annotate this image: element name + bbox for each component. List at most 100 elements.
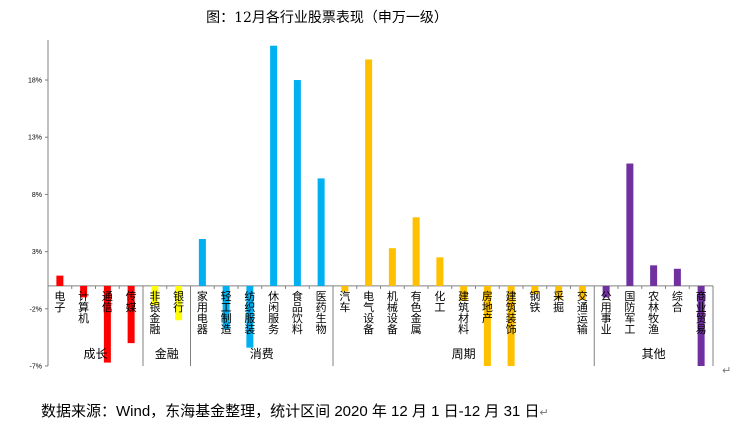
bar	[151, 285, 159, 306]
x-category-label-char: 制	[221, 312, 232, 325]
x-category-label-char: 设	[363, 312, 374, 325]
x-category-label-char: 银	[173, 289, 184, 303]
x-category-label-char: 织	[244, 301, 255, 314]
x-category-label-char: 器	[197, 323, 208, 336]
y-tick-label: -7%	[30, 364, 42, 371]
x-category-label-char: 饰	[506, 322, 517, 336]
x-category-label-char: 备	[387, 322, 398, 336]
x-category-label-char: 筑	[458, 300, 469, 314]
bar	[412, 217, 420, 286]
x-category-label-char: 料	[458, 322, 469, 336]
bar	[293, 80, 301, 286]
x-category-label-char: 行	[173, 301, 184, 314]
group-label: 消费	[250, 347, 274, 361]
x-category-label-char: 工	[221, 301, 232, 314]
x-category-label-char: 算	[78, 300, 89, 314]
x-category-label-char: 输	[577, 322, 588, 336]
bar	[175, 285, 183, 321]
bar	[626, 163, 634, 286]
x-category-label-char: 融	[149, 323, 160, 336]
bar	[531, 285, 539, 294]
x-category-label-char: 用	[601, 301, 612, 314]
x-category-label-char: 筑	[506, 300, 517, 314]
x-category-label-char: 医	[316, 290, 327, 303]
x-category-label-char: 地	[482, 301, 493, 314]
x-category-label-char: 非	[149, 290, 160, 303]
y-tick-label: 3%	[32, 249, 42, 256]
x-category-label-char: 装	[506, 312, 517, 325]
x-category-label-char: 机	[78, 311, 89, 325]
x-category-label-char: 服	[268, 312, 279, 325]
y-tick-label: 13%	[28, 135, 42, 142]
x-category-label-char: 务	[268, 323, 279, 336]
x-category-label-char: 电	[54, 290, 65, 303]
bar	[341, 285, 349, 292]
x-category-label-char: 气	[363, 300, 374, 314]
x-category-label-char: 物	[316, 322, 327, 336]
x-category-label-char: 汽	[339, 289, 350, 303]
x-category-label-char: 品	[292, 301, 303, 314]
bar	[673, 268, 681, 286]
x-category-label-char: 防	[624, 300, 635, 314]
source-paragraph-mark: ↵	[539, 407, 549, 419]
source-text: 数据来源：Wind，东海基金整理，统计区间 2020 年 12 月 1 日-12…	[41, 403, 540, 420]
bar	[555, 285, 563, 300]
group-label: 周期	[452, 347, 476, 361]
source-note: 数据来源：Wind，东海基金整理，统计区间 2020 年 12 月 1 日-12…	[41, 400, 549, 421]
x-category-label-char: 产	[482, 311, 493, 325]
x-category-label-char: 易	[696, 323, 707, 336]
x-category-label-char: 金	[411, 311, 422, 325]
x-category-label-char: 造	[221, 322, 232, 336]
x-category-label-char: 媒	[126, 301, 137, 314]
x-category-label-char: 装	[244, 323, 255, 336]
bar	[270, 45, 278, 286]
x-category-label-char: 材	[458, 311, 469, 325]
x-category-label-char: 采	[553, 290, 564, 303]
x-category-label-char: 铁	[529, 301, 540, 314]
x-category-label-char: 休	[268, 290, 279, 303]
x-category-label-char: 交	[577, 289, 588, 303]
x-category-label-char: 工	[434, 301, 445, 314]
bar	[56, 275, 64, 286]
bar	[103, 285, 111, 363]
x-category-label-char: 业	[696, 301, 707, 314]
x-category-label-char: 信	[102, 301, 113, 314]
x-category-label-char: 计	[78, 290, 89, 303]
x-category-label-char: 通	[577, 301, 588, 314]
x-category-label-char: 通	[102, 290, 113, 303]
x-category-label-char: 综	[672, 289, 683, 303]
x-category-label-char: 房	[482, 290, 493, 303]
x-category-label-char: 电	[197, 312, 208, 325]
x-category-label-char: 属	[411, 323, 422, 336]
bar	[578, 285, 586, 300]
bar	[80, 285, 88, 298]
x-category-label-char: 设	[387, 312, 398, 325]
x-category-label-char: 农	[648, 289, 659, 303]
bar	[222, 285, 230, 330]
x-category-label-char: 车	[339, 300, 350, 314]
bars-layer	[56, 45, 705, 366]
bar	[317, 178, 325, 286]
x-category-label-char: 备	[363, 322, 374, 336]
x-category-label-char: 牧	[648, 311, 659, 325]
x-category-label-char: 合	[672, 300, 683, 314]
x-category-label-char: 运	[577, 312, 588, 325]
paragraph-mark: ↵	[722, 364, 731, 377]
x-category-label-char: 电	[363, 290, 374, 303]
x-category-label-char: 用	[197, 301, 208, 314]
x-category-label-char: 生	[316, 311, 327, 325]
x-category-label-char: 公	[601, 290, 612, 303]
x-category-label-char: 饮	[292, 312, 303, 325]
bar	[436, 257, 444, 286]
x-category-label-char: 事	[601, 312, 612, 325]
chart-title: 图：12月各行业股票表现（申万一级）	[206, 10, 448, 26]
bar	[127, 285, 135, 344]
chart: 图：12月各行业股票表现（申万一级） -7%-2%3%8%13%18% 电子计算…	[28, 10, 731, 377]
bar	[460, 285, 468, 301]
x-category-label-char: 金	[149, 311, 160, 325]
x-category-label-char: 机	[387, 289, 398, 303]
x-category-label-char: 钢	[529, 290, 540, 303]
x-category-label-char: 色	[411, 300, 422, 314]
x-category-label-char: 轻	[221, 289, 232, 303]
bar	[507, 285, 515, 366]
